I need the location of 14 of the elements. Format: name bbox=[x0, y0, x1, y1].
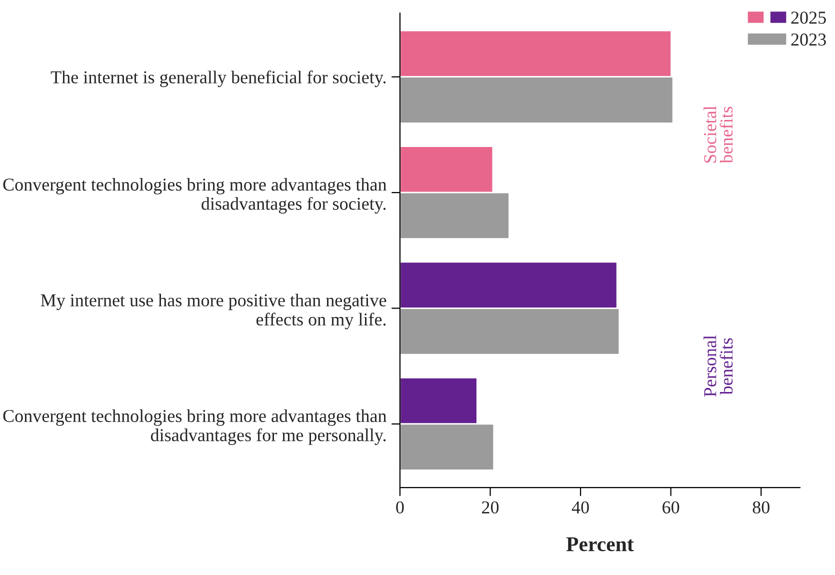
x-tick-label: 60 bbox=[662, 501, 680, 514]
x-tick-label: 20 bbox=[482, 501, 499, 514]
annotation: Societal benefits bbox=[704, 106, 733, 164]
x-axis-title: Percent bbox=[566, 537, 634, 552]
y-tick-label: My internet use has more positive than negative effects on my life. bbox=[40, 294, 386, 330]
y-tick-label: Convergent technologies bring more advantages than disadvantages for me personally. bbox=[3, 409, 386, 445]
x-tick-label: 0 bbox=[396, 501, 404, 514]
legend-label: 2025 bbox=[791, 12, 826, 24]
annotation: Personal benefits bbox=[704, 335, 733, 397]
legend-label: 2023 bbox=[791, 33, 826, 46]
x-tick-label: 80 bbox=[752, 501, 770, 514]
x-tick-label: 40 bbox=[572, 501, 589, 514]
y-tick-label: The internet is generally beneficial for society. bbox=[50, 70, 386, 88]
y-tick-label: Convergent technologies bring more advantages than disadvantages for society. bbox=[3, 178, 386, 214]
